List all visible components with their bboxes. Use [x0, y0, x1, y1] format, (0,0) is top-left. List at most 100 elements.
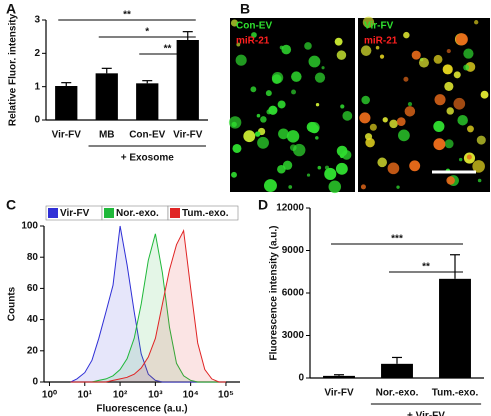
x-tick-label: Con-EV — [129, 130, 165, 141]
vesicle — [235, 54, 247, 66]
vesicle — [442, 64, 453, 75]
bar — [439, 278, 471, 378]
vesicle — [271, 74, 282, 84]
x-tick-label: Nor.-exo. — [376, 388, 419, 399]
vesicle — [251, 32, 257, 38]
x-tick-label: 10² — [113, 390, 128, 401]
vesicle — [477, 178, 482, 183]
vesicle — [446, 176, 455, 185]
vesicle — [407, 101, 413, 107]
legend-swatch — [48, 208, 58, 218]
vesicle — [321, 66, 325, 70]
significance-label: ** — [164, 44, 172, 55]
bar — [95, 73, 118, 120]
y-tick-label: 12000 — [276, 203, 304, 214]
vesicle — [314, 72, 326, 83]
vesicle — [360, 184, 366, 190]
vesicle — [433, 54, 443, 64]
vesicle — [315, 136, 319, 140]
y-tick-label: 1 — [34, 81, 40, 92]
vesicle — [289, 144, 297, 151]
significance-label: *** — [391, 234, 403, 245]
vesicle — [365, 137, 375, 148]
vesicle — [286, 130, 300, 143]
vesicle — [455, 33, 468, 46]
vesicle — [379, 54, 385, 59]
vesicle — [476, 135, 486, 145]
vesicle — [446, 107, 454, 115]
vesicle — [382, 117, 388, 123]
pane-subtitle: miR-21 — [364, 36, 398, 47]
area — [70, 230, 226, 382]
group-label: + Vir-FV — [407, 411, 445, 416]
vesicle — [474, 20, 479, 25]
vesicle — [278, 128, 289, 140]
vesicle — [236, 42, 241, 47]
vesicle — [315, 103, 320, 107]
vesicle — [453, 97, 466, 110]
y-tick-label: 3 — [34, 15, 40, 26]
x-tick-label: Tum.-exo. — [432, 388, 479, 399]
vesicle — [254, 131, 261, 137]
x-tick-label: Vir-FV — [324, 388, 354, 399]
y-tick-label: 9000 — [282, 245, 305, 256]
vesicle — [362, 16, 375, 28]
vesicle — [404, 106, 416, 117]
vesicle — [434, 94, 446, 106]
y-tick-label: 0 — [34, 115, 40, 126]
x-tick-label: 10⁴ — [183, 390, 199, 401]
y-tick-label: 0 — [298, 373, 304, 384]
area — [70, 226, 226, 382]
vesicle — [411, 50, 421, 60]
vesicle — [336, 50, 347, 60]
x-tick-label: 10¹ — [78, 390, 93, 401]
vesicle — [256, 113, 261, 118]
y-tick-label: 40 — [27, 314, 39, 325]
vesicle — [377, 157, 387, 168]
legend-label: Tum.-exo. — [182, 208, 229, 219]
x-axis-label: Fluorescence (a.u.) — [96, 404, 187, 415]
vesicle — [361, 95, 370, 105]
vesicle — [260, 116, 267, 123]
panel-label: A — [6, 1, 16, 17]
vesicle — [418, 57, 429, 68]
vesicle — [472, 160, 485, 173]
x-tick-label: 10³ — [148, 390, 163, 401]
significance-label: * — [145, 27, 149, 38]
vesicle — [453, 71, 461, 79]
vesicle — [250, 86, 257, 93]
y-axis-label: Relative Fluor. intensity — [8, 13, 19, 126]
x-tick-label: Vir-FV — [52, 130, 82, 141]
vesicle — [266, 109, 272, 115]
y-tick-label: 0 — [32, 377, 38, 388]
y-tick-label: 2 — [34, 48, 40, 59]
vesicle — [433, 138, 446, 151]
panel-label: C — [6, 197, 16, 213]
legend-box — [167, 205, 239, 221]
line — [70, 229, 226, 383]
vesicle — [463, 48, 474, 59]
bar — [136, 83, 159, 120]
vesicle — [396, 117, 406, 127]
vesicle — [232, 143, 242, 153]
vesicle — [369, 123, 377, 131]
vesicle — [433, 120, 445, 133]
vesicle — [444, 81, 454, 91]
vesicle — [467, 125, 474, 133]
vesicle — [398, 129, 410, 142]
panel-label: B — [240, 1, 250, 17]
significance-label: ** — [123, 10, 131, 21]
vesicle — [243, 130, 256, 143]
micrograph — [230, 18, 355, 192]
vesicle — [231, 171, 237, 178]
vesicle — [342, 110, 353, 121]
legend-label: Nor.-exo. — [116, 208, 159, 219]
pane-subtitle: miR-21 — [236, 36, 270, 47]
area — [70, 233, 226, 382]
vesicle — [409, 160, 421, 172]
vesicle — [360, 45, 372, 56]
vesicle — [277, 100, 286, 109]
vesicle — [480, 90, 489, 99]
vesicle — [466, 154, 472, 160]
